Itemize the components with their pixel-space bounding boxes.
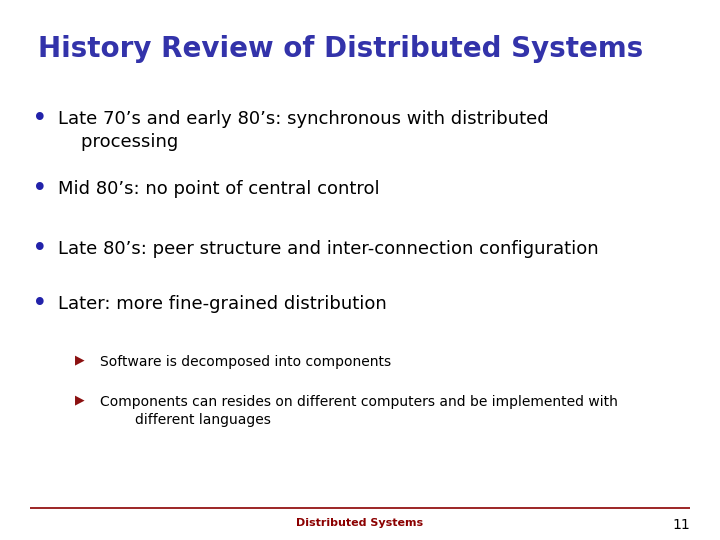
Text: ▶: ▶ xyxy=(75,393,85,406)
Text: ▶: ▶ xyxy=(75,353,85,366)
Text: •: • xyxy=(32,291,48,317)
Text: Components can resides on different computers and be implemented with
        di: Components can resides on different comp… xyxy=(100,395,618,427)
Text: 11: 11 xyxy=(672,518,690,532)
Text: Distributed Systems: Distributed Systems xyxy=(297,518,423,528)
Text: •: • xyxy=(32,106,48,132)
Text: •: • xyxy=(32,176,48,202)
Text: History Review of Distributed Systems: History Review of Distributed Systems xyxy=(38,35,643,63)
Text: Late 70’s and early 80’s: synchronous with distributed
    processing: Late 70’s and early 80’s: synchronous wi… xyxy=(58,110,549,151)
Text: Mid 80’s: no point of central control: Mid 80’s: no point of central control xyxy=(58,180,379,198)
Text: Later: more fine-grained distribution: Later: more fine-grained distribution xyxy=(58,295,387,313)
Text: Software is decomposed into components: Software is decomposed into components xyxy=(100,355,391,369)
Text: Late 80’s: peer structure and inter-connection configuration: Late 80’s: peer structure and inter-conn… xyxy=(58,240,598,258)
Text: •: • xyxy=(32,236,48,262)
